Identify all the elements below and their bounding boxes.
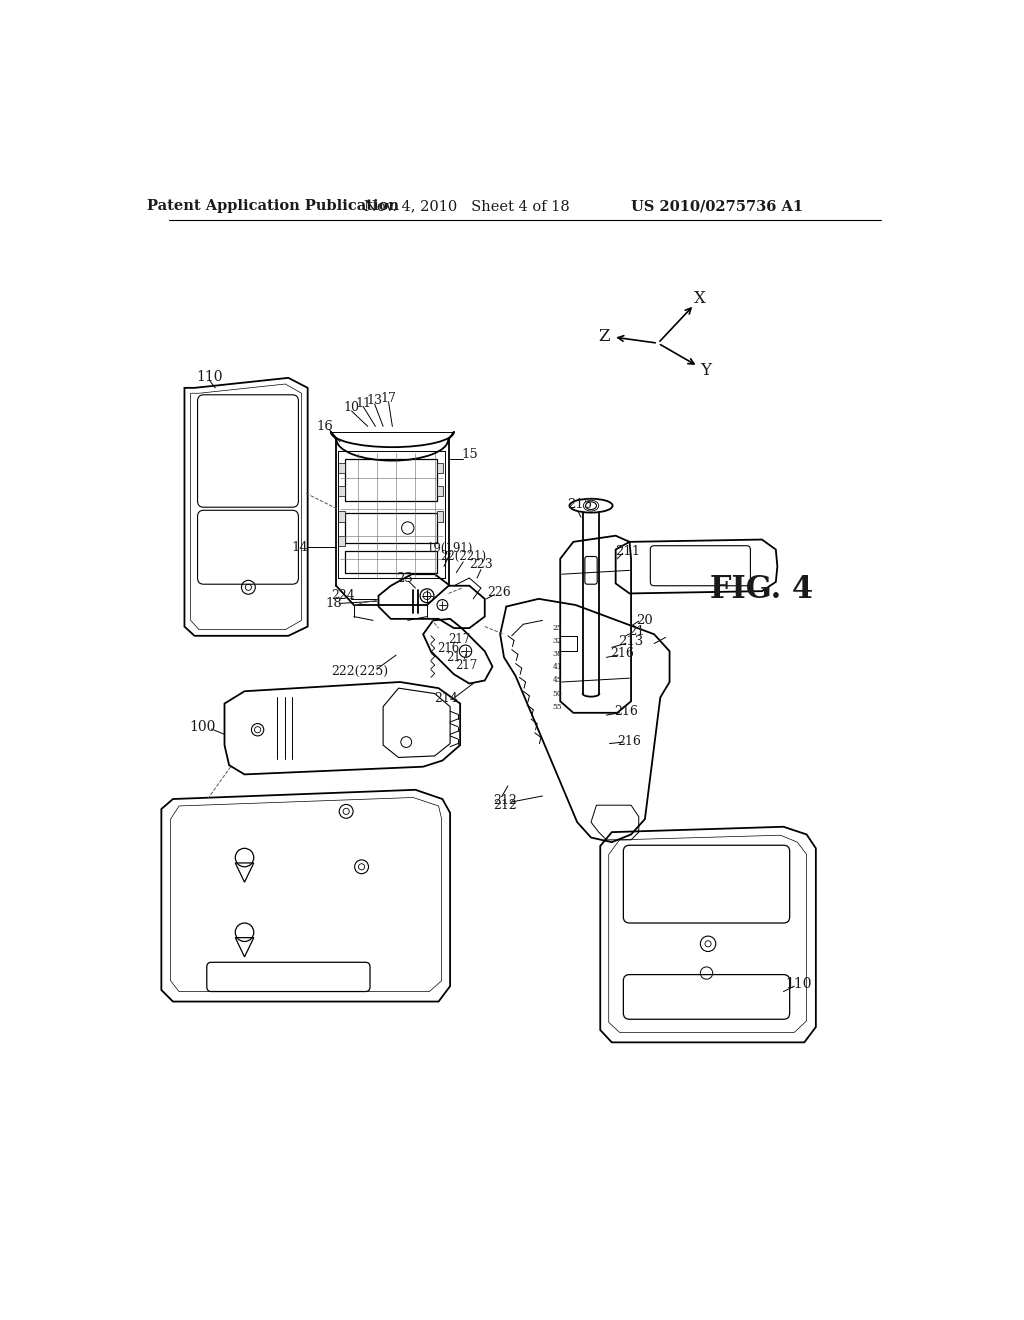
Text: 226: 226 (486, 586, 511, 599)
Text: 20: 20 (637, 614, 653, 627)
Text: 19(191): 19(191) (427, 541, 473, 554)
Text: 100: 100 (189, 719, 215, 734)
Bar (437, 462, 443, 474)
Ellipse shape (569, 499, 612, 512)
Text: 212: 212 (494, 799, 517, 812)
Bar (339, 462, 345, 474)
Text: 25: 25 (553, 624, 562, 632)
Bar (339, 511, 345, 521)
Text: 222(225): 222(225) (332, 665, 388, 677)
Text: 217: 217 (445, 651, 468, 664)
Text: 216: 216 (613, 705, 638, 718)
Text: 11: 11 (355, 397, 371, 409)
Text: Z: Z (598, 327, 610, 345)
Text: 13: 13 (367, 395, 383, 408)
Bar (437, 511, 443, 521)
Text: 17: 17 (381, 392, 396, 405)
Text: 23: 23 (396, 572, 413, 585)
Text: 21: 21 (628, 624, 645, 638)
Text: 45: 45 (553, 676, 562, 685)
Text: Nov. 4, 2010   Sheet 4 of 18: Nov. 4, 2010 Sheet 4 of 18 (365, 199, 570, 213)
Bar (345, 459, 437, 502)
Text: 224: 224 (331, 589, 355, 602)
Text: 215: 215 (567, 499, 592, 511)
Text: 38: 38 (553, 651, 562, 659)
Text: 32: 32 (553, 638, 562, 645)
Text: 214: 214 (434, 693, 458, 705)
Bar (345, 512, 437, 544)
Text: Patent Application Publication: Patent Application Publication (147, 199, 399, 213)
Text: 217: 217 (455, 659, 477, 672)
Text: Y: Y (700, 363, 712, 379)
Text: 18: 18 (326, 597, 342, 610)
Text: 217: 217 (449, 634, 470, 647)
Bar (339, 486, 345, 496)
Text: X: X (693, 290, 706, 308)
Text: 110: 110 (785, 977, 812, 991)
Text: 216: 216 (437, 643, 460, 656)
Text: 216: 216 (610, 647, 635, 660)
Text: 22(221): 22(221) (440, 550, 486, 564)
Text: 41: 41 (553, 664, 562, 672)
Bar (345, 552, 437, 573)
Bar (437, 486, 443, 496)
Text: 211: 211 (614, 545, 640, 557)
Text: 216: 216 (617, 735, 641, 748)
Text: 212: 212 (493, 795, 517, 807)
Text: 10: 10 (343, 400, 359, 413)
Bar (339, 536, 345, 546)
Text: 55: 55 (553, 702, 562, 710)
Text: 14: 14 (292, 541, 308, 554)
Text: 50: 50 (553, 689, 562, 697)
Text: 213: 213 (618, 635, 644, 648)
Text: 110: 110 (197, 370, 223, 384)
Text: US 2010/0275736 A1: US 2010/0275736 A1 (631, 199, 804, 213)
Text: FIG. 4: FIG. 4 (711, 574, 813, 605)
Text: 16: 16 (316, 420, 333, 433)
Text: 15: 15 (461, 449, 478, 462)
Text: 223: 223 (469, 558, 493, 572)
